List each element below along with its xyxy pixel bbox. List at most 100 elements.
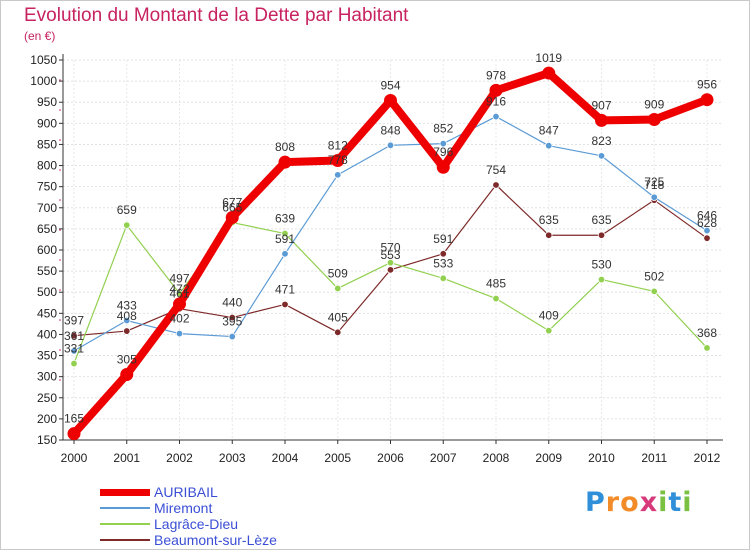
series-point <box>703 344 711 352</box>
axis-marker-dot <box>59 379 61 381</box>
x-tick-label: 2003 <box>219 451 246 465</box>
y-tick-label: 950 <box>37 95 57 109</box>
axis-marker-dot <box>59 319 61 321</box>
axis-marker-dot <box>59 349 61 351</box>
series-point <box>70 347 78 355</box>
data-label: 472 <box>169 282 189 296</box>
data-label: 907 <box>591 98 611 112</box>
series-point <box>123 316 131 325</box>
x-tick-label: 2012 <box>694 451 721 465</box>
data-label: 808 <box>275 140 295 154</box>
axis-marker-dot <box>59 259 61 261</box>
x-tick-label: 2001 <box>113 451 140 465</box>
series-point <box>492 112 500 121</box>
series-point <box>386 258 395 267</box>
data-label: 778 <box>328 153 348 167</box>
axis-marker-dot <box>59 79 61 81</box>
series-point <box>278 155 292 169</box>
series-point <box>70 359 78 368</box>
proxiti-logo: Proxiti <box>585 487 693 518</box>
y-tick-label: 550 <box>37 264 57 278</box>
axis-marker-dot <box>59 229 61 231</box>
legend-swatch <box>100 523 150 525</box>
series-point <box>439 274 447 282</box>
series-point <box>542 66 556 80</box>
x-tick-label: 2011 <box>641 451 667 465</box>
series-point <box>439 250 447 258</box>
x-tick-label: 2007 <box>430 451 457 465</box>
data-label: 954 <box>380 79 400 93</box>
y-tick-label: 350 <box>37 349 57 363</box>
series-point <box>70 332 78 340</box>
data-label: 718 <box>644 178 664 192</box>
series-point <box>384 94 397 108</box>
data-label: 635 <box>539 213 559 227</box>
data-label: 677 <box>222 195 242 209</box>
data-label: 461 <box>169 287 189 301</box>
data-label: 471 <box>275 282 295 296</box>
data-label: 635 <box>591 213 611 227</box>
y-tick-label: 900 <box>37 116 57 130</box>
series-point <box>225 210 239 224</box>
logo-letter: o <box>620 487 640 518</box>
data-label: 852 <box>433 122 453 136</box>
data-label: 553 <box>380 248 400 262</box>
data-label: 402 <box>169 312 189 326</box>
data-label: 409 <box>539 309 559 323</box>
data-label: 916 <box>486 95 506 109</box>
y-tick-label: 200 <box>37 412 57 426</box>
series-point <box>492 294 500 303</box>
series-point <box>334 171 342 179</box>
series-point <box>123 327 131 335</box>
series-point <box>597 275 606 284</box>
data-label: 361 <box>64 329 84 343</box>
data-label: 591 <box>275 232 295 246</box>
data-label: 823 <box>591 134 611 148</box>
data-label: 533 <box>433 256 453 270</box>
data-label: 1019 <box>535 51 562 65</box>
data-label: 395 <box>222 315 242 329</box>
data-label: 305 <box>117 353 137 367</box>
legend-swatch <box>100 539 150 541</box>
axis-marker-dot <box>59 289 61 291</box>
logo-letter: t <box>668 487 683 518</box>
x-tick-label: 2006 <box>377 451 404 465</box>
y-tick-label: 600 <box>37 243 57 257</box>
data-label: 646 <box>697 209 717 223</box>
data-label: 165 <box>64 412 84 426</box>
chart-subtitle: (en €) <box>24 29 56 43</box>
x-tick-label: 2000 <box>61 451 88 465</box>
data-label: 368 <box>697 326 717 340</box>
data-label: 978 <box>486 68 506 82</box>
data-label: 497 <box>169 271 189 285</box>
data-label: 639 <box>275 212 295 226</box>
x-tick-label: 2004 <box>272 451 299 465</box>
series-point <box>700 93 714 107</box>
series-point <box>545 326 553 335</box>
y-tick-label: 850 <box>37 137 57 151</box>
data-label: 847 <box>539 124 559 138</box>
legend-swatch <box>100 507 150 509</box>
x-tick-label: 2002 <box>166 451 193 465</box>
data-label: 408 <box>117 309 137 323</box>
y-tick-label: 450 <box>37 306 57 320</box>
data-label: 485 <box>486 277 506 291</box>
data-label: 440 <box>222 296 242 310</box>
series-lines <box>67 66 714 441</box>
series-point <box>281 229 289 238</box>
axis-marker-dot <box>59 109 61 111</box>
axis-marker-dot <box>59 199 61 201</box>
axis-marker-dot <box>59 169 61 171</box>
data-label: 725 <box>644 175 664 189</box>
y-tick-label: 300 <box>37 370 57 384</box>
data-label: 665 <box>222 201 242 215</box>
data-label: 754 <box>486 163 506 177</box>
series-point <box>436 160 450 174</box>
data-label: 796 <box>433 145 453 159</box>
y-tick-label: 650 <box>37 222 57 236</box>
data-label: 331 <box>64 342 84 356</box>
series-point <box>650 287 658 296</box>
x-tick-label: 2008 <box>483 451 510 465</box>
